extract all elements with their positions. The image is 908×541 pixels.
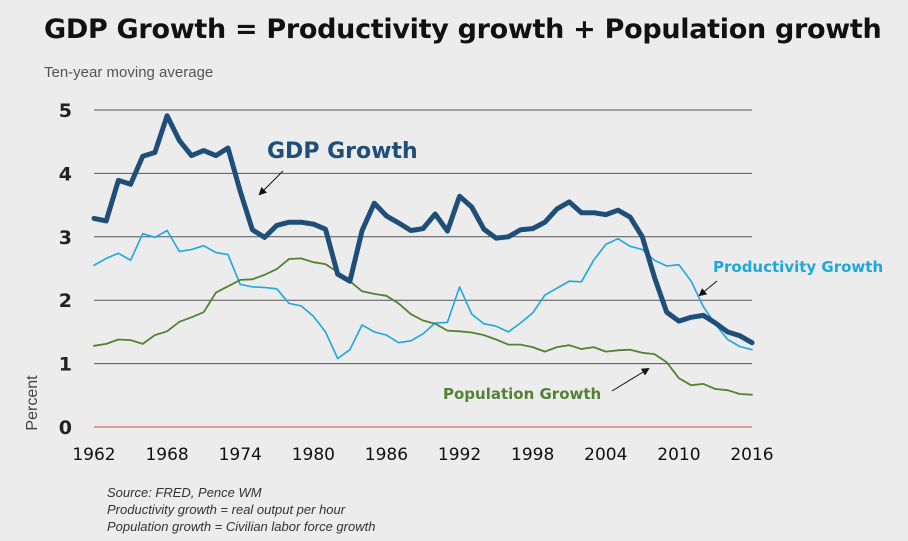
annotation-gdp-arrow [258, 170, 284, 196]
series-line-population-growth [93, 257, 753, 396]
series-lines [91, 113, 755, 396]
annotation-productivity-growth: Productivity Growth [713, 258, 883, 276]
x-tick-label: 1992 [438, 445, 481, 465]
x-tick-label: 1974 [219, 445, 262, 465]
y-tick-label: 0 [59, 417, 72, 439]
note-population-definition: Population growth = Civilian labor force… [107, 519, 376, 534]
x-tick-label: 1998 [511, 445, 554, 465]
chart-subtitle: Ten-year moving average [44, 64, 214, 81]
series-line-gdp-growth [91, 113, 755, 346]
y-axis-ticks: 0 1 2 3 4 5 [59, 100, 72, 439]
x-tick-label: 2016 [730, 445, 773, 465]
x-tick-label: 2010 [657, 445, 700, 465]
chart-title: GDP Growth = Productivity growth + Popul… [44, 14, 882, 45]
y-tick-label: 4 [59, 163, 72, 185]
x-axis-ticks: 1962 1968 1974 1980 1986 1992 1998 2004 2010 2016 [72, 445, 773, 465]
annotation-gdp-growth: GDP Growth [267, 139, 418, 164]
series-line-productivity-growth [93, 229, 753, 360]
x-tick-label: 2004 [584, 445, 627, 465]
y-tick-label: 3 [59, 227, 72, 249]
note-productivity-definition: Productivity growth = real output per ho… [107, 502, 346, 517]
y-tick-label: 2 [59, 290, 72, 312]
source-notes: Source: FRED, Pence WM Productivity grow… [107, 484, 375, 535]
y-tick-label: 1 [59, 354, 72, 376]
x-tick-label: 1968 [145, 445, 188, 465]
annotation-population-arrow [611, 367, 650, 392]
annotation-population-growth: Population Growth [443, 385, 601, 403]
x-tick-label: 1986 [365, 445, 408, 465]
y-tick-label: 5 [59, 100, 72, 122]
x-tick-label: 1962 [72, 445, 115, 465]
annotation-productivity-arrow [698, 280, 718, 297]
note-source: Source: FRED, Pence WM [107, 485, 262, 500]
x-tick-label: 1980 [292, 445, 335, 465]
y-axis-label: Percent [24, 375, 41, 431]
